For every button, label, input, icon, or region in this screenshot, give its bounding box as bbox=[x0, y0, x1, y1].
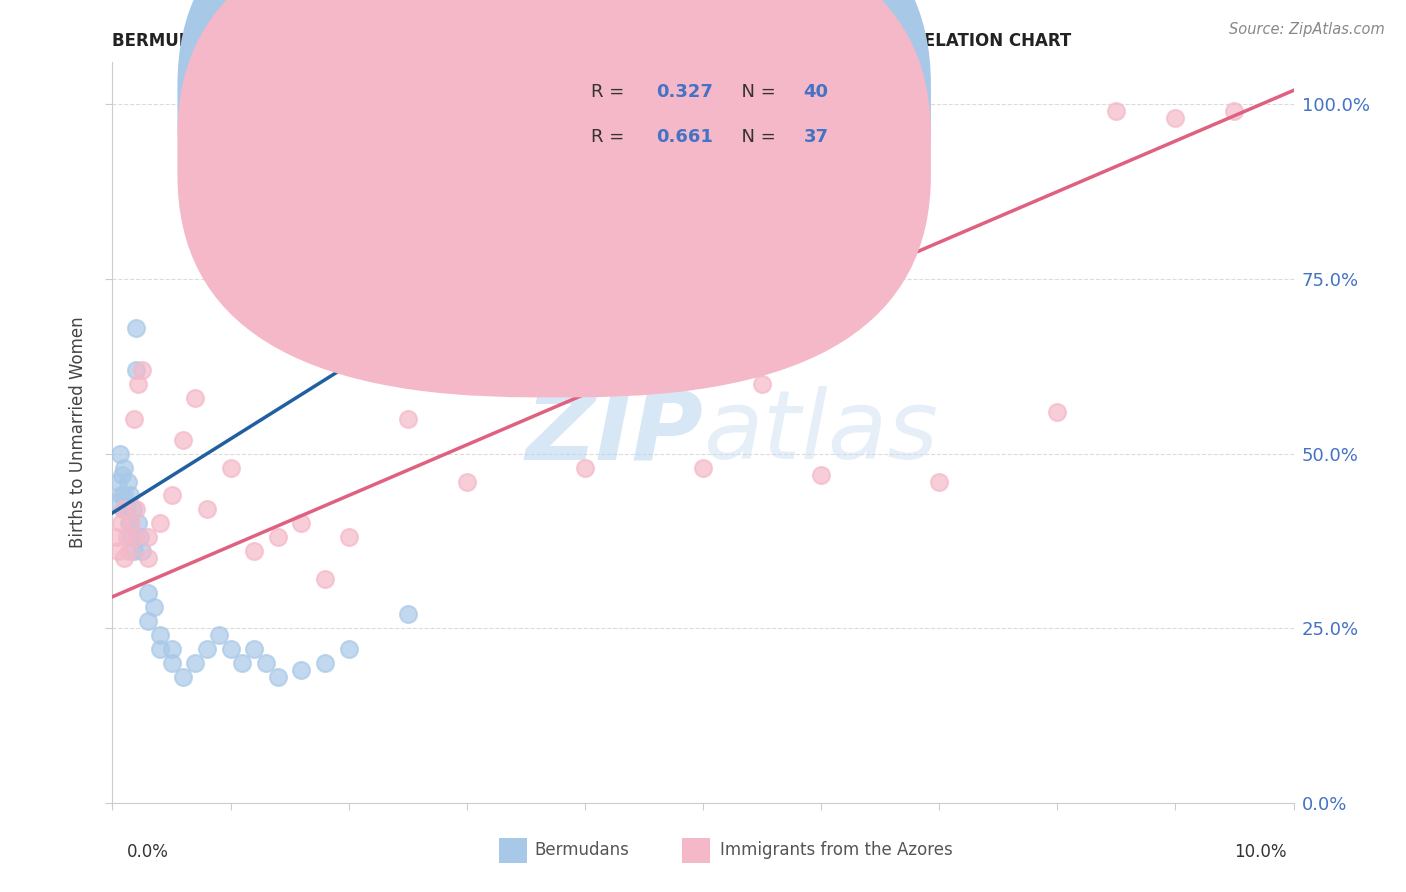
Point bbox=[112, 551, 135, 566]
Y-axis label: Births to Unmarried Women: Births to Unmarried Women bbox=[69, 317, 87, 549]
Point bbox=[136, 586, 159, 600]
Point bbox=[160, 656, 183, 670]
Text: 0.327: 0.327 bbox=[655, 84, 713, 102]
Point bbox=[107, 544, 129, 558]
Point bbox=[121, 502, 143, 516]
Point bbox=[112, 502, 135, 516]
FancyBboxPatch shape bbox=[515, 62, 869, 162]
Point bbox=[120, 488, 142, 502]
Point bbox=[122, 411, 145, 425]
Point bbox=[337, 642, 360, 657]
Text: atlas: atlas bbox=[703, 386, 938, 479]
Point bbox=[1164, 112, 1187, 126]
Point bbox=[110, 516, 132, 531]
Point bbox=[136, 614, 159, 628]
Point bbox=[574, 460, 596, 475]
Point bbox=[131, 363, 153, 377]
Point bbox=[112, 460, 135, 475]
Point bbox=[267, 530, 290, 544]
Point bbox=[1046, 405, 1069, 419]
Point bbox=[115, 530, 138, 544]
Point bbox=[195, 502, 218, 516]
Point bbox=[108, 446, 131, 460]
Point bbox=[120, 530, 142, 544]
Point bbox=[118, 544, 141, 558]
Point bbox=[107, 475, 129, 489]
Text: Immigrants from the Azores: Immigrants from the Azores bbox=[720, 841, 953, 859]
Point bbox=[149, 628, 172, 642]
Point bbox=[136, 530, 159, 544]
Point bbox=[1223, 104, 1246, 119]
Text: Source: ZipAtlas.com: Source: ZipAtlas.com bbox=[1229, 22, 1385, 37]
Point bbox=[110, 488, 132, 502]
Point bbox=[267, 670, 290, 684]
Text: 0.661: 0.661 bbox=[655, 128, 713, 146]
Point bbox=[928, 475, 950, 489]
Text: 40: 40 bbox=[803, 84, 828, 102]
Point bbox=[160, 642, 183, 657]
Point bbox=[243, 642, 266, 657]
Point bbox=[396, 411, 419, 425]
Point bbox=[184, 391, 207, 405]
Text: N =: N = bbox=[730, 84, 782, 102]
Point bbox=[290, 516, 312, 531]
Point bbox=[125, 363, 148, 377]
Point bbox=[105, 495, 128, 509]
Point bbox=[118, 516, 141, 531]
Point bbox=[149, 642, 172, 657]
Point bbox=[314, 656, 336, 670]
Point bbox=[112, 488, 135, 502]
Point bbox=[810, 467, 832, 482]
Point bbox=[136, 551, 159, 566]
Point bbox=[243, 544, 266, 558]
Point bbox=[254, 656, 277, 670]
Text: R =: R = bbox=[591, 84, 630, 102]
Point bbox=[125, 502, 148, 516]
Point bbox=[751, 376, 773, 391]
Point bbox=[172, 433, 194, 447]
Point bbox=[337, 530, 360, 544]
Point bbox=[172, 670, 194, 684]
Point bbox=[125, 321, 148, 335]
Text: Bermudans: Bermudans bbox=[534, 841, 628, 859]
Point bbox=[195, 642, 218, 657]
Point bbox=[131, 544, 153, 558]
Point bbox=[231, 656, 253, 670]
Point bbox=[396, 607, 419, 622]
Point bbox=[111, 467, 134, 482]
Point bbox=[115, 502, 138, 516]
FancyBboxPatch shape bbox=[177, 0, 931, 397]
Point bbox=[208, 628, 231, 642]
Point bbox=[112, 502, 135, 516]
Text: 37: 37 bbox=[803, 128, 828, 146]
Point bbox=[120, 516, 142, 531]
Point bbox=[117, 475, 139, 489]
FancyBboxPatch shape bbox=[177, 0, 931, 347]
Point bbox=[105, 530, 128, 544]
Point bbox=[160, 488, 183, 502]
Point bbox=[219, 642, 242, 657]
Point bbox=[290, 663, 312, 677]
Point bbox=[219, 460, 242, 475]
Point bbox=[184, 656, 207, 670]
Point bbox=[456, 475, 478, 489]
Point bbox=[127, 516, 149, 531]
Point bbox=[128, 530, 150, 544]
Text: BERMUDAN VS IMMIGRANTS FROM THE AZORES BIRTHS TO UNMARRIED WOMEN CORRELATION CHA: BERMUDAN VS IMMIGRANTS FROM THE AZORES B… bbox=[112, 32, 1071, 50]
Text: ZIP: ZIP bbox=[524, 386, 703, 479]
Point bbox=[149, 516, 172, 531]
Point bbox=[142, 600, 165, 615]
Point bbox=[692, 460, 714, 475]
Point bbox=[127, 376, 149, 391]
Text: N =: N = bbox=[730, 128, 782, 146]
Text: 0.0%: 0.0% bbox=[127, 843, 169, 861]
Point bbox=[125, 530, 148, 544]
Text: R =: R = bbox=[591, 128, 630, 146]
Point bbox=[1105, 104, 1128, 119]
Text: 10.0%: 10.0% bbox=[1234, 843, 1286, 861]
Point bbox=[314, 572, 336, 586]
Point bbox=[122, 544, 145, 558]
